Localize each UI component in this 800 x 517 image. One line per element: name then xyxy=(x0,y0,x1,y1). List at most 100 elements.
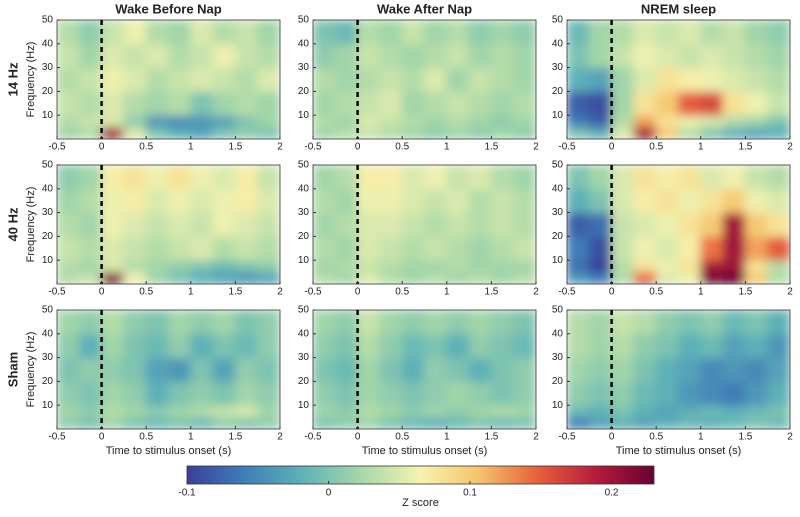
cell xyxy=(401,271,425,284)
cell xyxy=(357,165,381,190)
cell xyxy=(767,416,790,429)
x-tick-label: -0.5 xyxy=(304,432,322,443)
cell xyxy=(168,188,192,214)
y-tick-label: 20 xyxy=(298,86,310,97)
cell xyxy=(468,235,492,261)
cell xyxy=(611,380,635,406)
cell xyxy=(357,67,381,92)
cell xyxy=(611,271,635,284)
cell xyxy=(468,165,492,190)
cell xyxy=(767,271,790,284)
cell xyxy=(611,90,635,116)
cell xyxy=(490,259,515,273)
cell xyxy=(767,114,790,128)
cell xyxy=(567,114,590,128)
frame xyxy=(56,19,281,140)
cell xyxy=(424,43,448,69)
cell xyxy=(678,380,702,406)
cell xyxy=(424,165,448,190)
cell xyxy=(145,380,169,406)
cell xyxy=(678,404,702,418)
cell xyxy=(168,126,192,139)
cell xyxy=(168,165,192,190)
cell xyxy=(78,404,103,418)
cell xyxy=(633,271,657,284)
cell xyxy=(212,235,236,261)
cell xyxy=(257,212,280,237)
cell xyxy=(334,188,359,214)
y-tick-label: 50 xyxy=(552,160,564,171)
cell xyxy=(446,20,470,45)
y-tick-label: 50 xyxy=(298,305,310,316)
cell xyxy=(513,416,536,429)
cell xyxy=(78,114,103,128)
cell xyxy=(513,333,536,359)
cell xyxy=(78,333,103,359)
cell xyxy=(567,20,590,45)
cell xyxy=(611,165,635,190)
y-axis-label: Frequency (Hz) xyxy=(25,42,37,118)
cell xyxy=(379,126,403,139)
cell xyxy=(678,114,702,128)
x-tick-label: -0.5 xyxy=(304,142,322,153)
cell xyxy=(123,333,147,359)
cell xyxy=(700,114,724,128)
cell xyxy=(744,416,769,429)
cell xyxy=(744,380,769,406)
cell xyxy=(424,90,448,116)
cell xyxy=(257,259,280,273)
cell xyxy=(655,235,679,261)
cell xyxy=(567,212,590,237)
cell xyxy=(424,212,448,237)
cell xyxy=(257,20,280,45)
cell xyxy=(101,212,125,237)
y-tick-label: 40 xyxy=(42,183,54,194)
cell xyxy=(401,20,425,45)
heatmap-cells xyxy=(313,20,536,139)
cell xyxy=(611,188,635,214)
cell xyxy=(357,188,381,214)
cell xyxy=(446,126,470,139)
x-axis-label: Time to stimulus onset (s) xyxy=(616,445,742,457)
cell xyxy=(357,114,381,128)
cell xyxy=(168,271,192,284)
cell xyxy=(168,212,192,237)
cell xyxy=(744,67,769,92)
heatmap xyxy=(567,20,790,139)
cell xyxy=(588,416,613,429)
cell xyxy=(513,90,536,116)
cell xyxy=(567,165,590,190)
cell xyxy=(357,380,381,406)
cell xyxy=(334,271,359,284)
cell xyxy=(744,90,769,116)
cell xyxy=(78,380,103,406)
cell xyxy=(468,126,492,139)
cell xyxy=(123,20,147,45)
x-tick-label: 1.5 xyxy=(484,142,498,153)
cell xyxy=(257,126,280,139)
cell xyxy=(313,212,336,237)
cell xyxy=(334,67,359,92)
cell xyxy=(588,380,613,406)
y-tick-label: 50 xyxy=(42,305,54,316)
cell xyxy=(212,404,236,418)
cell xyxy=(678,126,702,139)
cell xyxy=(611,404,635,418)
y-tick-label: 40 xyxy=(42,328,54,339)
cell xyxy=(490,310,515,335)
cell xyxy=(101,90,125,116)
y-tick-label: 40 xyxy=(552,328,564,339)
cell xyxy=(190,165,214,190)
row-label: Sham xyxy=(5,352,20,387)
cell xyxy=(513,188,536,214)
cell xyxy=(722,43,746,69)
cell xyxy=(655,380,679,406)
cell xyxy=(611,126,635,139)
cell xyxy=(678,259,702,273)
cell xyxy=(611,114,635,128)
cell xyxy=(588,333,613,359)
cell xyxy=(678,416,702,429)
cell xyxy=(313,380,336,406)
cell xyxy=(678,235,702,261)
cell xyxy=(101,20,125,45)
